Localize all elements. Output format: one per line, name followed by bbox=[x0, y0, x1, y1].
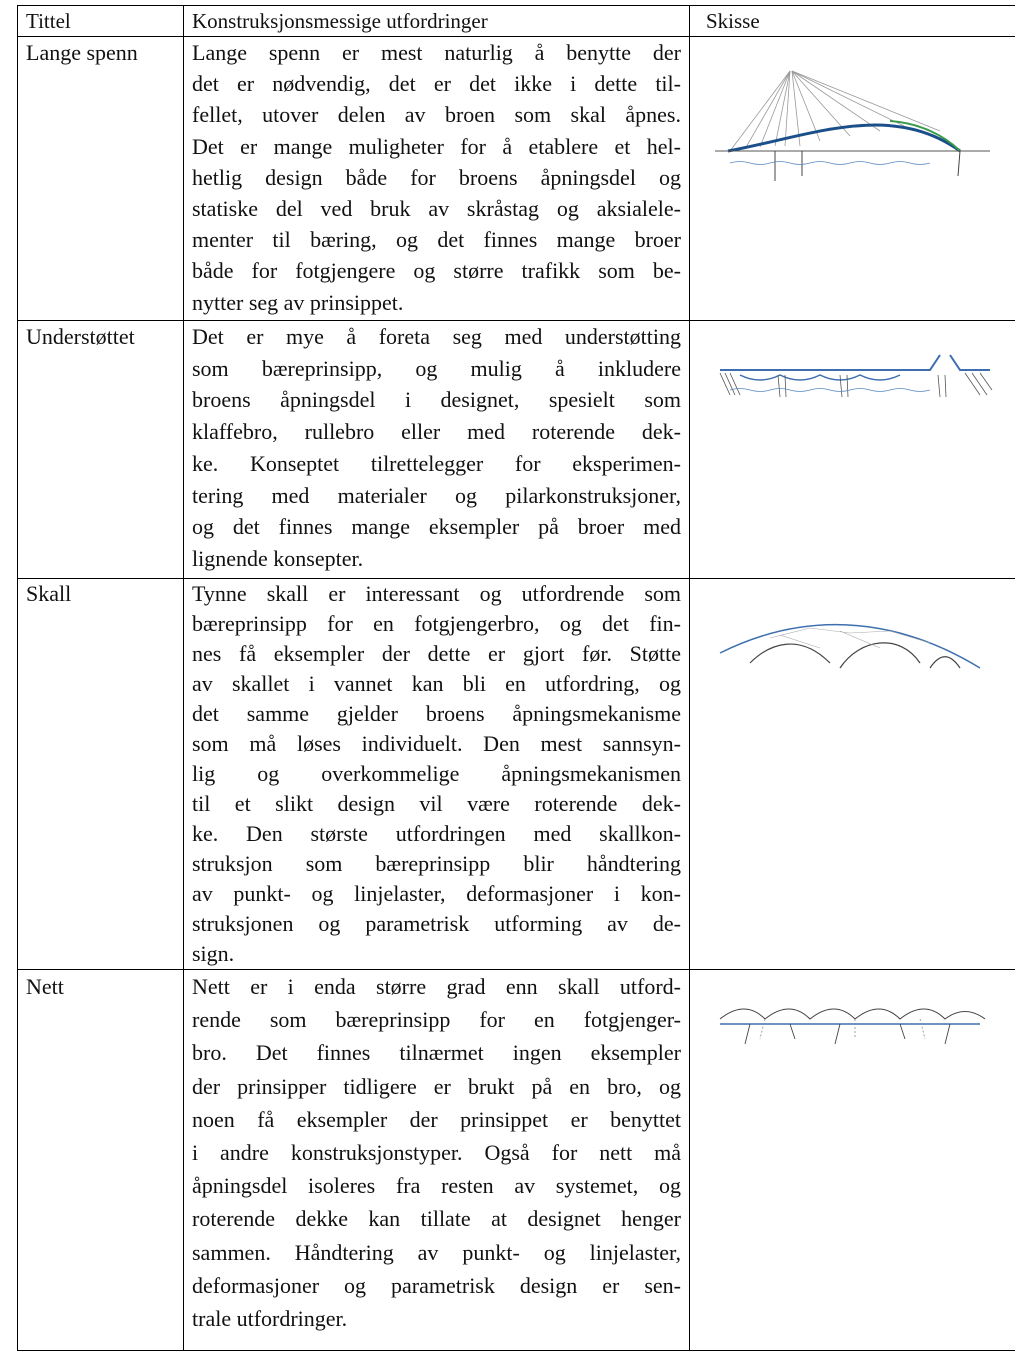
text-line: menter til bæring, og det finnes mange b… bbox=[192, 224, 681, 255]
text-line: både for fotgjengere og større trafikk s… bbox=[192, 255, 681, 286]
text-line: deformasjoner og parametrisk design er s… bbox=[192, 1269, 681, 1302]
text-line: Lange spenn er mest naturlig å benytte d… bbox=[192, 37, 681, 68]
text-line: bro. Det finnes tilnærmet ingen eksemple… bbox=[192, 1036, 681, 1069]
sketch-net bbox=[690, 984, 1015, 1074]
text-line: broens åpningsdel i designet, spesielt s… bbox=[192, 384, 681, 416]
text-line: roterende dekke kan tillate at designet … bbox=[192, 1202, 681, 1235]
text-cell: Nett er i enda større grad enn skall utf… bbox=[184, 970, 690, 1351]
text-line: nes få eksempler der dette er gjort før.… bbox=[192, 639, 681, 669]
title-cell: Nett bbox=[18, 970, 184, 1351]
page: Tittel Konstruksjonsmessige utfordringer… bbox=[0, 0, 1015, 1344]
text-line: ke. Konseptet tilrettelegger for eksperi… bbox=[192, 448, 681, 480]
text-line: rende som bæreprinsipp for en fotgjenger… bbox=[192, 1003, 681, 1036]
table-body: Lange spenn Lange spenn er mest naturlig … bbox=[18, 37, 1015, 1351]
text-line: i andre konstruksjonstyper. Også for net… bbox=[192, 1136, 681, 1169]
text-line: struksjonen og parametrisk utforming av … bbox=[192, 909, 681, 939]
title-cell: Understøttet bbox=[18, 321, 184, 579]
text-line: fellet, utover delen av broen som skal å… bbox=[192, 99, 681, 130]
text-line: lignende konsepter. bbox=[192, 543, 681, 575]
text-cell: Lange spenn er mest naturlig å benytte d… bbox=[184, 37, 690, 321]
text-line: av punkt- og linjelaster, deformasjoner … bbox=[192, 879, 681, 909]
text-line: det samme gjelder broens åpningsmekanism… bbox=[192, 699, 681, 729]
concept-table: Tittel Konstruksjonsmessige utfordringer… bbox=[17, 5, 1015, 1351]
header-row: Tittel Konstruksjonsmessige utfordringer… bbox=[18, 6, 1015, 37]
sketch-shell bbox=[690, 593, 1015, 703]
text-line: sammen. Håndtering av punkt- og linjelas… bbox=[192, 1236, 681, 1269]
text-line: trale utfordringer. bbox=[192, 1302, 681, 1335]
text-line: noen få eksempler der prinsippet er beny… bbox=[192, 1103, 681, 1136]
text-line: nytter seg av prinsippet. bbox=[192, 287, 681, 318]
text-line: Det er mye å foreta seg med understøttin… bbox=[192, 321, 681, 353]
text-line: Det er mange muligheter for å etablere e… bbox=[192, 131, 681, 162]
text-line: åpningsdel isoleres fra resten av system… bbox=[192, 1169, 681, 1202]
text-line: bæreprinsipp for en fotgjengerbro, og de… bbox=[192, 609, 681, 639]
text-line: lig og overkommelige åpningsmekanismen bbox=[192, 759, 681, 789]
text-line: Tynne skall er interessant og utfordrend… bbox=[192, 579, 681, 609]
header-cell: Skisse bbox=[690, 6, 1015, 37]
sketch-cell bbox=[690, 970, 1015, 1351]
text-line: som må løses individuelt. Den mest sanns… bbox=[192, 729, 681, 759]
sketch-long-span bbox=[690, 51, 1015, 201]
text-line: klaffebro, rullebro eller med roterende … bbox=[192, 416, 681, 448]
sketch-cell bbox=[690, 37, 1015, 321]
text-line: statiske del ved bruk av skråstag og aks… bbox=[192, 193, 681, 224]
text-line: tering med materialer og pilarkonstruksj… bbox=[192, 480, 681, 512]
sketch-cell bbox=[690, 321, 1015, 579]
text-line: Nett er i enda større grad enn skall utf… bbox=[192, 970, 681, 1003]
text-line: og det finnes mange eksempler på broer m… bbox=[192, 511, 681, 543]
text-cell: Tynne skall er interessant og utfordrend… bbox=[184, 579, 690, 970]
text-line: av skallet i vannet kan bli en utfordrin… bbox=[192, 669, 681, 699]
text-line: det er nødvendig, det er det ikke i dett… bbox=[192, 68, 681, 99]
table-row: Skall Tynne skall er interessant og utfor… bbox=[18, 579, 1015, 970]
sketch-supported bbox=[690, 335, 1015, 425]
text-line: til et slikt design vil være roterende d… bbox=[192, 789, 681, 819]
table-row: Lange spenn Lange spenn er mest naturlig … bbox=[18, 37, 1015, 321]
text-line: som bæreprinsipp, og mulig å inkludere bbox=[192, 353, 681, 385]
header-cell: Konstruksjonsmessige utfordringer bbox=[184, 6, 690, 37]
sketch-cell bbox=[690, 579, 1015, 970]
header-cell: Tittel bbox=[18, 6, 184, 37]
text-cell: Det er mye å foreta seg med understøttin… bbox=[184, 321, 690, 579]
text-line: struksjon som bæreprinsipp blir håndteri… bbox=[192, 849, 681, 879]
text-line: sign. bbox=[192, 939, 681, 969]
title-cell: Skall bbox=[18, 579, 184, 970]
text-line: der prinsipper tidligere er brukt på en … bbox=[192, 1070, 681, 1103]
title-cell: Lange spenn bbox=[18, 37, 184, 321]
text-line: hetlig design både for broens åpningsdel… bbox=[192, 162, 681, 193]
text-line: ke. Den største utfordringen med skallko… bbox=[192, 819, 681, 849]
